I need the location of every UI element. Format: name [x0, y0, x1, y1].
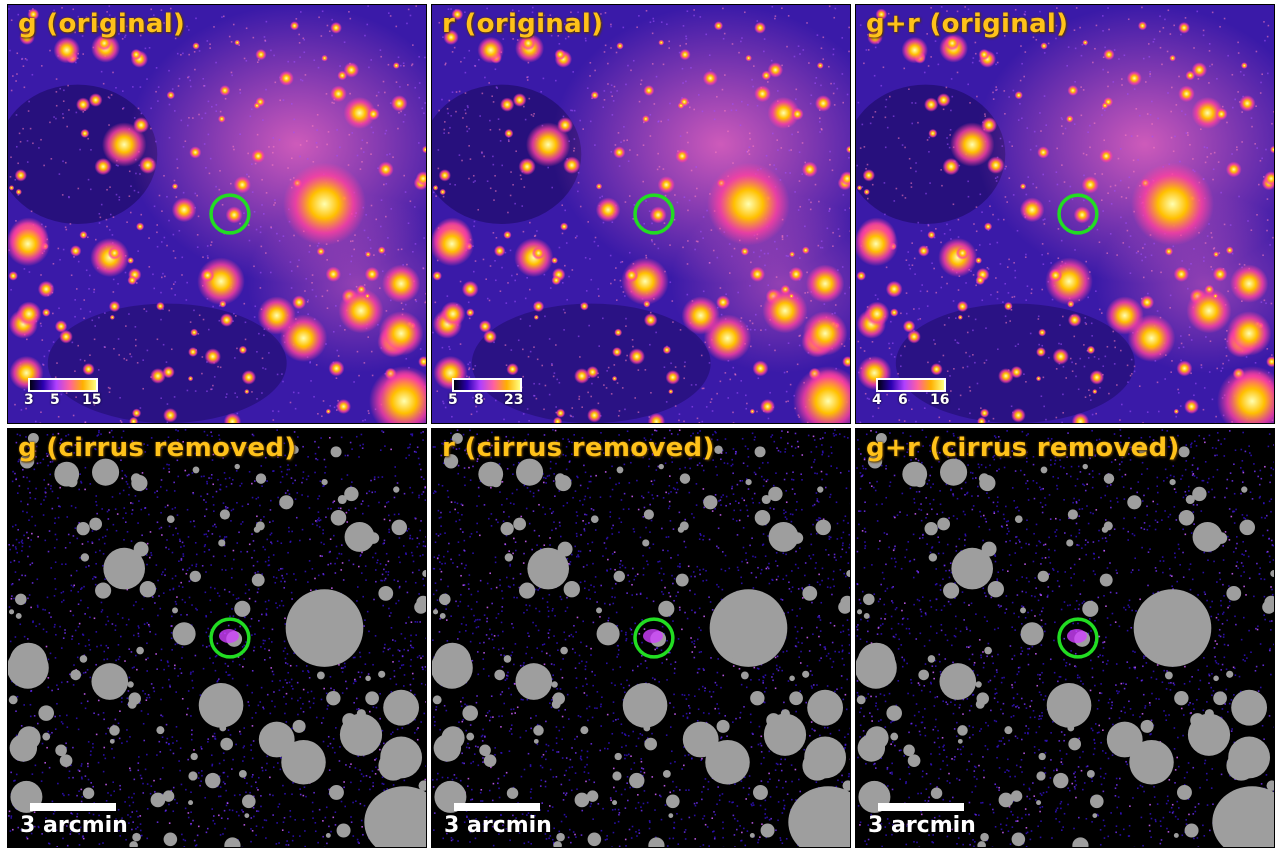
- scale-bar: [454, 803, 540, 811]
- panel-g-original: g (original) 3 5 15: [7, 4, 427, 424]
- panel-title: r (cirrus removed): [442, 433, 715, 463]
- colorbar-tick-label: 16: [930, 392, 950, 408]
- colorbar: [876, 378, 946, 392]
- panel-g-cleaned: g (cirrus removed) 3 arcmin: [7, 428, 427, 848]
- panel-gr-cleaned: g+r (cirrus removed) 3 arcmin: [855, 428, 1275, 848]
- panel-title: g (cirrus removed): [18, 433, 297, 463]
- colorbar-ticks: 3 5 15: [22, 392, 132, 410]
- colorbar-tick-label: 5: [50, 392, 60, 408]
- colorbar-tick-label: 6: [898, 392, 908, 408]
- colorbar-ticks: 4 6 16: [870, 392, 980, 410]
- scale-label: 3 arcmin: [868, 813, 976, 838]
- image-gr-original: [856, 5, 1274, 423]
- image-gr-cleaned: [856, 429, 1274, 847]
- image-r-original: [432, 5, 850, 423]
- colorbar-tick-label: 15: [82, 392, 102, 408]
- image-g-original: [8, 5, 426, 423]
- scale-bar: [30, 803, 116, 811]
- colorbar-ticks: 5 8 23: [446, 392, 556, 410]
- panel-gr-original: g+r (original) 4 6 16: [855, 4, 1275, 424]
- colorbar-tick-label: 8: [474, 392, 484, 408]
- panel-r-original: r (original) 5 8 23: [431, 4, 851, 424]
- colorbar: [28, 378, 98, 392]
- scale-label: 3 arcmin: [20, 813, 128, 838]
- panel-r-cleaned: r (cirrus removed) 3 arcmin: [431, 428, 851, 848]
- panel-title: g+r (original): [866, 9, 1069, 39]
- panel-title: g+r (cirrus removed): [866, 433, 1180, 463]
- image-g-cleaned: [8, 429, 426, 847]
- panel-title: g (original): [18, 9, 186, 39]
- scale-label: 3 arcmin: [444, 813, 552, 838]
- image-r-cleaned: [432, 429, 850, 847]
- colorbar-tick-label: 3: [24, 392, 34, 408]
- scale-bar: [878, 803, 964, 811]
- colorbar-tick-label: 23: [504, 392, 524, 408]
- colorbar-tick-label: 5: [448, 392, 458, 408]
- colorbar-tick-label: 4: [872, 392, 882, 408]
- panel-title: r (original): [442, 9, 604, 39]
- colorbar: [452, 378, 522, 392]
